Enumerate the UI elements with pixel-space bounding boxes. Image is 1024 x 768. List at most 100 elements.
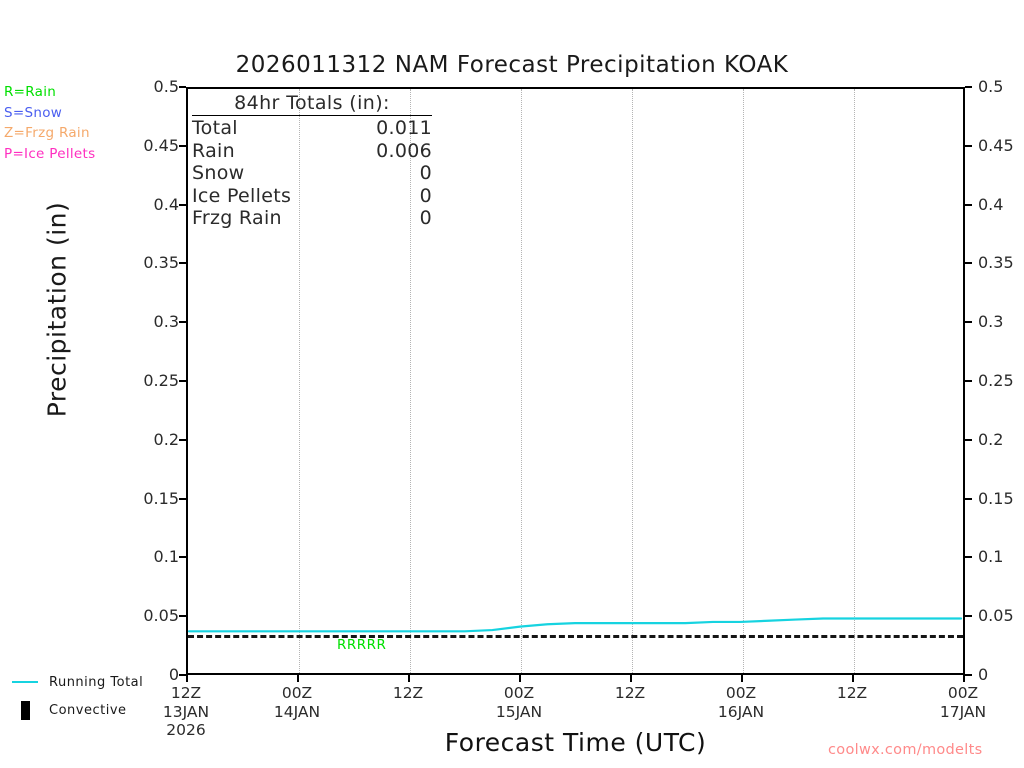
- y-tick-label-left: 0.05: [143, 606, 179, 626]
- y-tick-label-right: 0.25: [978, 371, 1014, 390]
- y-tick-label-right: 0.2: [978, 429, 1004, 449]
- totals-row-snow: Snow 0: [192, 162, 432, 185]
- y-tick-label-left: 0.1: [153, 547, 179, 567]
- y-tick-mark-right: [965, 380, 972, 382]
- y-tick-label-right: 0.45: [978, 135, 1014, 155]
- totals-heading: 84hr Totals (in):: [192, 92, 432, 116]
- totals-value: 0: [419, 184, 432, 207]
- convective-swatch: [21, 700, 30, 720]
- totals-label: Snow: [192, 162, 245, 184]
- y-tick-label-left: 0.25: [143, 371, 179, 390]
- totals-row-total: Total 0.011: [192, 117, 432, 140]
- y-tick-mark-left: [179, 86, 186, 88]
- zero-baseline: [188, 635, 963, 638]
- y-tick-label-right: 0.5: [978, 77, 1004, 96]
- y-tick-label-right: 0.4: [978, 194, 1004, 214]
- y-tick-mark-right: [965, 203, 972, 206]
- totals-value: 0: [419, 207, 432, 229]
- running-total-series: [187, 617, 963, 633]
- x-tick-time: 00Z: [725, 684, 757, 702]
- x-tick-time: 00Z: [281, 684, 313, 702]
- y-tick-mark-right: [965, 321, 972, 324]
- x-tick-date: 14JAN: [273, 702, 321, 721]
- legend-running-total-label: Running Total: [49, 674, 144, 690]
- y-tick-mark-left: [179, 203, 186, 206]
- totals-label: Rain: [192, 139, 235, 162]
- y-axis-title: Precipitation (in): [42, 201, 72, 418]
- y-tick-mark-left: [179, 497, 186, 500]
- y-tick-mark-left: [179, 615, 186, 618]
- x-tick-label: 00Z 17JAN: [903, 684, 1023, 721]
- x-tick-mark: [741, 675, 743, 682]
- y-tick-label-right: 0.1: [978, 547, 1004, 567]
- y-tick-label-left: 0.2: [153, 429, 179, 449]
- x-tick-label: 12Z: [348, 684, 468, 703]
- totals-label: Ice Pellets: [192, 184, 292, 207]
- watermark: coolwx.com/modelts: [828, 742, 983, 758]
- gridline-vertical: [521, 89, 523, 673]
- x-tick-label: 00Z 16JAN: [681, 684, 801, 721]
- running-total-swatch: [12, 681, 38, 683]
- gridline-vertical: [410, 89, 412, 673]
- page-title: 2026011312 NAM Forecast Precipitation KO…: [235, 52, 789, 78]
- x-tick-mark: [408, 675, 410, 682]
- totals-value: 0: [419, 162, 432, 184]
- x-tick-date: 17JAN: [939, 702, 987, 721]
- legend-entry-convective: Convective: [12, 696, 143, 724]
- y-tick-mark-left: [179, 380, 186, 382]
- precip-type-legend: R=Rain S=Snow Z=Frzg Rain P=Ice Pellets: [4, 82, 95, 164]
- x-axis-title: Forecast Time (UTC): [444, 728, 707, 757]
- legend-entry-running-total: Running Total: [12, 668, 143, 696]
- x-tick-label: 00Z 14JAN: [237, 684, 357, 721]
- y-tick-label-left: 0.35: [143, 253, 179, 273]
- y-tick-mark-left: [179, 438, 186, 441]
- x-tick-date: 13JAN: [162, 702, 210, 721]
- x-tick-mark: [186, 675, 188, 682]
- legend-rain-label: R=Rain: [4, 84, 57, 100]
- y-tick-label-left: 0.4: [153, 194, 179, 214]
- x-tick-time: 12Z: [170, 684, 202, 702]
- y-tick-mark-right: [965, 144, 972, 147]
- y-tick-label-right: 0.15: [978, 488, 1014, 508]
- totals-label: Total: [192, 117, 238, 139]
- legend-ice-pellets-label: P=Ice Pellets: [4, 145, 96, 162]
- series-legend: Running Total Convective: [12, 668, 143, 724]
- y-tick-mark-right: [965, 674, 972, 676]
- totals-row-rain: Rain 0.006: [192, 140, 432, 163]
- y-tick-mark-right: [965, 438, 972, 441]
- legend-frzg-rain-label: Z=Frzg Rain: [4, 125, 90, 141]
- y-tick-label-left: 0.3: [153, 312, 179, 332]
- totals-value: 0.011: [376, 117, 432, 139]
- precip-type-markers: RRRRR: [337, 637, 387, 653]
- totals-row-frzg-rain: Frzg Rain 0: [192, 207, 432, 230]
- plot-area: [186, 87, 965, 675]
- x-tick-label: 12Z: [570, 684, 690, 703]
- y-tick-mark-right: [965, 556, 972, 559]
- x-tick-time: 12Z: [614, 684, 646, 702]
- y-tick-label-left: 0: [168, 665, 179, 684]
- y-tick-label-right: 0: [978, 665, 989, 684]
- totals-row-ice-pellets: Ice Pellets 0: [192, 185, 432, 208]
- y-tick-mark-left: [179, 556, 186, 559]
- legend-snow-label: S=Snow: [4, 104, 63, 121]
- x-tick-mark: [852, 675, 854, 682]
- y-tick-mark-left: [179, 321, 186, 324]
- y-tick-mark-right: [965, 86, 972, 88]
- y-tick-label-right: 0.35: [978, 253, 1014, 273]
- gridline-vertical: [743, 89, 745, 673]
- x-tick-year: 2026: [166, 721, 206, 739]
- gridline-vertical: [632, 89, 634, 673]
- y-tick-label-right: 0.05: [978, 606, 1014, 626]
- x-tick-time: 12Z: [836, 684, 868, 702]
- x-tick-mark: [297, 675, 299, 682]
- totals-label: Frzg Rain: [192, 207, 282, 229]
- x-tick-time: 12Z: [392, 684, 424, 702]
- x-tick-label: 00Z 15JAN: [459, 684, 579, 721]
- x-tick-label: 12Z 13JAN 2026: [126, 684, 246, 740]
- y-tick-label-left: 0.45: [143, 135, 179, 155]
- x-tick-time: 00Z: [503, 684, 535, 702]
- y-tick-label-right: 0.3: [978, 312, 1004, 332]
- gridline-vertical: [854, 89, 856, 673]
- x-tick-date: 15JAN: [495, 702, 543, 721]
- totals-box: 84hr Totals (in): Total 0.011 Rain 0.006…: [192, 92, 432, 230]
